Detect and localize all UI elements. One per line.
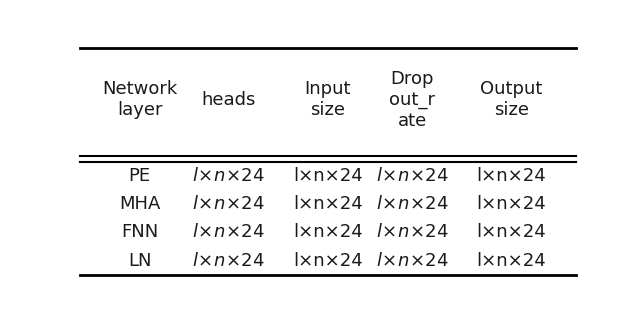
Text: $l\!\times\!n\!\times\!24$: $l\!\times\!n\!\times\!24$ — [193, 252, 265, 270]
Text: Drop
out_r
ate: Drop out_r ate — [389, 70, 435, 130]
Text: l×n×24: l×n×24 — [477, 252, 547, 270]
Text: $l\!\times\!n\!\times\!24$: $l\!\times\!n\!\times\!24$ — [376, 223, 449, 241]
Text: Output
size: Output size — [481, 80, 543, 119]
Text: $l\!\times\!n\!\times\!24$: $l\!\times\!n\!\times\!24$ — [193, 167, 265, 185]
Text: l×n×24: l×n×24 — [293, 167, 363, 185]
Text: LN: LN — [128, 252, 151, 270]
Text: l×n×24: l×n×24 — [293, 252, 363, 270]
Text: l×n×24: l×n×24 — [477, 195, 547, 213]
Text: l×n×24: l×n×24 — [293, 195, 363, 213]
Text: FNN: FNN — [121, 223, 158, 241]
Text: PE: PE — [129, 167, 150, 185]
Text: $l\!\times\!n\!\times\!24$: $l\!\times\!n\!\times\!24$ — [376, 252, 449, 270]
Text: Network
layer: Network layer — [102, 80, 177, 119]
Text: $l\!\times\!n\!\times\!24$: $l\!\times\!n\!\times\!24$ — [376, 195, 449, 213]
Text: heads: heads — [202, 91, 256, 109]
Text: $l\!\times\!n\!\times\!24$: $l\!\times\!n\!\times\!24$ — [193, 195, 265, 213]
Text: l×n×24: l×n×24 — [293, 223, 363, 241]
Text: $l\!\times\!n\!\times\!24$: $l\!\times\!n\!\times\!24$ — [376, 167, 449, 185]
Text: Input
size: Input size — [305, 80, 351, 119]
Text: MHA: MHA — [119, 195, 160, 213]
Text: l×n×24: l×n×24 — [477, 223, 547, 241]
Text: $l\!\times\!n\!\times\!24$: $l\!\times\!n\!\times\!24$ — [193, 223, 265, 241]
Text: l×n×24: l×n×24 — [477, 167, 547, 185]
